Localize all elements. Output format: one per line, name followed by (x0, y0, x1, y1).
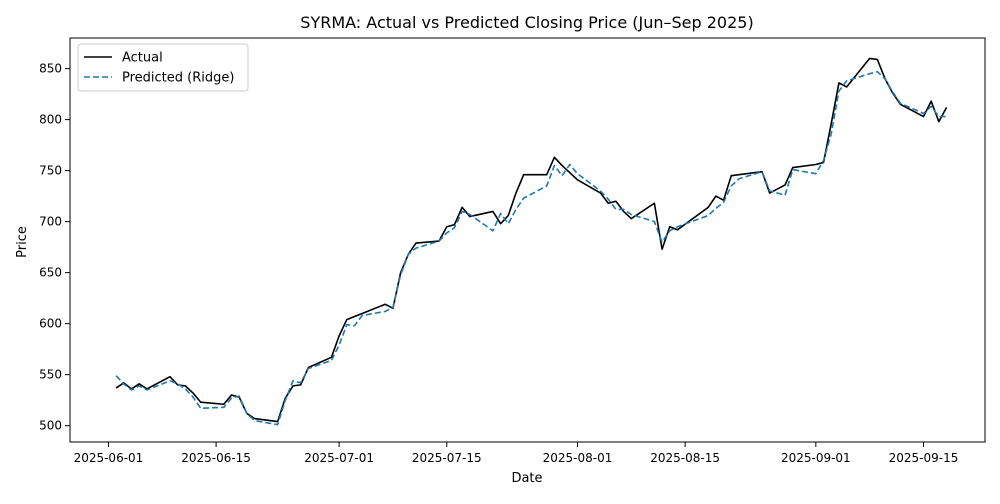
y-tick-label: 800 (39, 113, 62, 127)
legend: Actual Predicted (Ridge) (77, 43, 249, 92)
x-tick-label: 2025-07-01 (304, 451, 374, 465)
x-tick-label: 2025-08-01 (543, 451, 613, 465)
x-tick-label: 2025-08-15 (650, 451, 720, 465)
plot-area (115, 57, 948, 426)
x-tick-label: 2025-09-15 (889, 451, 959, 465)
y-axis-label: Price (15, 226, 30, 258)
y-tick-label: 550 (39, 368, 62, 382)
plot-frame (69, 37, 986, 443)
series-line-0 (115, 57, 948, 423)
series-line-1 (115, 70, 947, 426)
y-tick-label: 600 (39, 317, 62, 331)
y-tick-label: 700 (39, 215, 62, 229)
y-tick-label: 750 (39, 164, 62, 178)
chart-title: SYRMA: Actual vs Predicted Closing Price… (300, 13, 753, 32)
y-tick-label: 500 (39, 419, 62, 433)
x-tick-label: 2025-07-15 (412, 451, 482, 465)
x-tick-label: 2025-09-01 (781, 451, 851, 465)
legend-label-0: Actual (122, 51, 163, 66)
y-tick-label: 850 (39, 62, 62, 76)
x-tick-label: 2025-06-15 (181, 451, 251, 465)
x-axis-label: Date (511, 471, 542, 486)
x-tick-label: 2025-06-01 (74, 451, 144, 465)
axes: 2025-06-01 2025-06-15 2025-07-01 2025-07-15… (39, 37, 986, 465)
legend-label-1: Predicted (Ridge) (122, 71, 234, 86)
legend-box (77, 43, 249, 92)
y-tick-label: 650 (39, 266, 62, 280)
